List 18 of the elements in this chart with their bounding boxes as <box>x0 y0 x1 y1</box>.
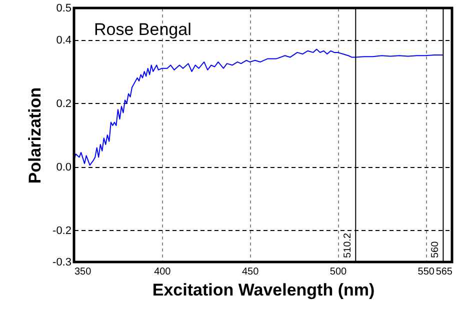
x-axis-title: Excitation Wavelength (nm) <box>152 280 375 300</box>
x-tick-label: 450 <box>242 266 260 278</box>
annotation: Rose Bengal <box>94 20 192 39</box>
y-tick-label: -0.3 <box>52 256 72 268</box>
x-tick-label: 350 <box>74 266 92 278</box>
x-tick-label: 500 <box>330 266 347 278</box>
y-tick-label: -0.2 <box>52 224 72 237</box>
ref-line-label: 510.2 <box>342 232 354 258</box>
y-tick-label: 0.4 <box>56 34 72 46</box>
ref-line-label: 560 <box>430 240 442 258</box>
x-tick-label: 565 <box>436 266 453 278</box>
y-tick-label: 0.2 <box>56 98 72 110</box>
line-series <box>74 48 444 166</box>
x-tick-label: 550 <box>418 266 435 278</box>
y-axis-title: Polarization <box>26 87 45 184</box>
y-tick-label: 0.5 <box>56 2 72 14</box>
x-tick-label: 400 <box>154 266 172 278</box>
y-tick-label: 0.0 <box>56 161 72 174</box>
